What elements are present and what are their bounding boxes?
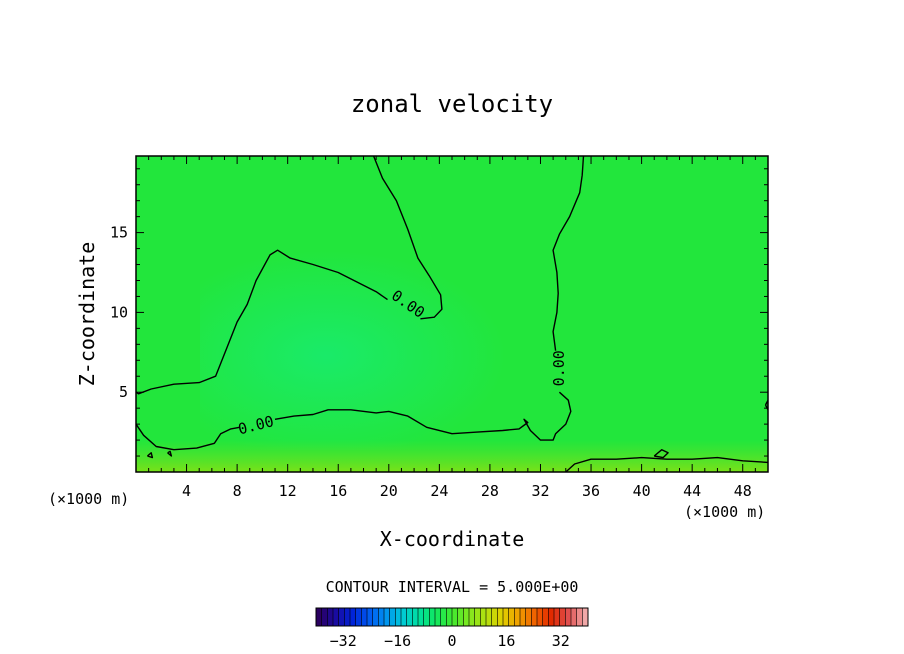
colorbar-swatch xyxy=(469,608,475,626)
colorbar-tick-label-16: 16 xyxy=(497,632,515,650)
colorbar-swatch xyxy=(378,608,385,626)
colorbar-swatch xyxy=(531,608,538,626)
colorbar-swatch xyxy=(395,608,402,626)
colorbar-swatch xyxy=(321,608,328,626)
y-tick-label-10: 10 xyxy=(110,303,128,321)
contour-line-2 xyxy=(136,423,240,451)
colorbar-swatch xyxy=(554,608,560,626)
colorbar-swatch xyxy=(384,608,390,626)
colorbar-swatch xyxy=(452,608,458,626)
colorbar-swatch xyxy=(486,608,492,626)
colorbar-swatch xyxy=(344,608,351,626)
colorbar-swatch xyxy=(338,608,345,626)
x-tick-label-48: 48 xyxy=(734,482,752,500)
colorbar-swatch xyxy=(582,608,589,626)
colorbar-tick-label-32: 32 xyxy=(552,632,570,650)
colorbar-tick-label-0: 0 xyxy=(447,632,456,650)
colorbar-swatch xyxy=(542,608,549,626)
colorbar-swatch xyxy=(350,608,356,626)
colorbar-swatch xyxy=(548,608,555,626)
colorbar-swatch xyxy=(508,608,515,626)
colorbar-swatch xyxy=(418,608,424,626)
contour-line-7 xyxy=(146,452,154,459)
colorbar-tick-labels: −32 −16 0 16 32 xyxy=(330,632,570,650)
y-tick-label-5: 5 xyxy=(119,383,128,401)
contour-line-8 xyxy=(167,450,173,457)
colorbar-swatch xyxy=(372,608,379,626)
y-tick-label-15: 15 xyxy=(110,224,128,242)
colorbar-swatch xyxy=(367,608,373,626)
colorbar xyxy=(315,607,589,627)
x-unit-label-right: (×1000 m) xyxy=(684,503,765,521)
colorbar-swatch xyxy=(406,608,413,626)
colorbar-swatch xyxy=(576,608,583,626)
velocity-field-bottom-band xyxy=(136,440,768,472)
velocity-field-shading xyxy=(200,240,560,450)
x-tick-label-28: 28 xyxy=(481,482,499,500)
colorbar-swatch xyxy=(361,608,368,626)
x-tick-label-20: 20 xyxy=(380,482,398,500)
colorbar-swatch xyxy=(565,608,572,626)
colorbar-swatch xyxy=(389,608,396,626)
contour-lines xyxy=(136,156,768,472)
colorbar-swatch xyxy=(525,608,532,626)
colorbar-swatch xyxy=(316,608,322,626)
colorbar-swatch xyxy=(503,608,509,626)
contour-line-3 xyxy=(274,391,572,441)
colorbar-swatch xyxy=(480,608,487,626)
x-tick-label-16: 16 xyxy=(329,482,347,500)
contour-line-9 xyxy=(764,399,768,411)
contour-interval-caption: CONTOUR INTERVAL = 5.000E+00 xyxy=(326,578,579,596)
colorbar-swatch xyxy=(423,608,430,626)
x-axis-label: X-coordinate xyxy=(380,527,525,551)
colorbar-swatch xyxy=(355,608,362,626)
contour-line-1 xyxy=(136,249,388,395)
colorbar-swatch xyxy=(333,608,339,626)
colorbar-tick-label--32: −32 xyxy=(330,632,357,650)
colorbar-swatch xyxy=(497,608,504,626)
colorbar-swatch xyxy=(514,608,521,626)
contour-label-2: 0.00 xyxy=(550,350,568,386)
colorbar-swatch xyxy=(327,608,334,626)
colorbar-swatch xyxy=(537,608,543,626)
colorbar-swatch xyxy=(571,608,577,626)
contour-line-4 xyxy=(552,156,585,351)
colorbar-tick-label--16: −16 xyxy=(384,632,411,650)
x-tick-label-32: 32 xyxy=(531,482,549,500)
x-tick-label-44: 44 xyxy=(683,482,701,500)
x-tick-label-40: 40 xyxy=(633,482,651,500)
colorbar-swatch xyxy=(440,608,447,626)
y-axis-label: Z-coordinate xyxy=(75,242,99,387)
x-unit-label-left: (×1000 m) xyxy=(48,490,129,508)
colorbar-swatch xyxy=(559,608,566,626)
contour-line-5 xyxy=(565,456,768,472)
colorbar-swatch xyxy=(474,608,481,626)
x-tick-label-12: 12 xyxy=(279,482,297,500)
y-axis-ticks: 5 10 15 xyxy=(110,168,768,457)
contour-line-0 xyxy=(372,156,443,320)
colorbar-swatch xyxy=(401,608,407,626)
chart-title: zonal velocity xyxy=(351,90,553,118)
colorbar-frame xyxy=(315,607,589,627)
colorbar-swatch xyxy=(457,608,464,626)
x-tick-label-4: 4 xyxy=(182,482,191,500)
x-tick-label-24: 24 xyxy=(430,482,448,500)
colorbar-swatch xyxy=(429,608,436,626)
colorbar-swatch xyxy=(463,608,470,626)
x-tick-label-8: 8 xyxy=(233,482,242,500)
colorbar-swatch xyxy=(435,608,441,626)
colorbar-swatch xyxy=(446,608,453,626)
colorbar-swatch xyxy=(412,608,419,626)
colorbar-swatch xyxy=(491,608,498,626)
x-axis-ticks: 4 8 12 16 20 24 28 32 36 40 44 48 xyxy=(135,156,769,500)
colorbar-swatch xyxy=(520,608,526,626)
x-tick-label-36: 36 xyxy=(582,482,600,500)
contour-line-6 xyxy=(653,449,669,459)
